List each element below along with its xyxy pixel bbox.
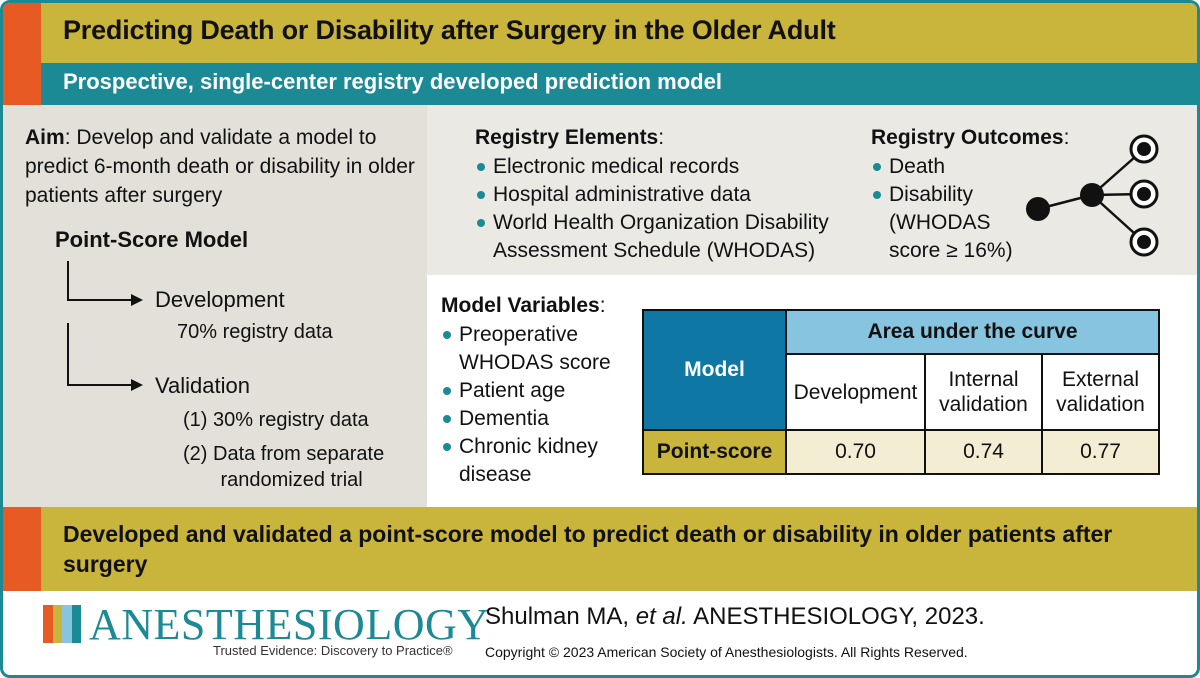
left-panel [3, 105, 427, 507]
arrow-right-icon [131, 294, 143, 306]
conclusion-text: Developed and validated a point-score mo… [63, 521, 1113, 577]
flow-line-horizontal-2 [67, 384, 131, 386]
table-header-model: Model [642, 309, 787, 431]
list-item: Patient age [441, 377, 631, 405]
validation-note-2-line-1: (2) Data from separate [183, 443, 385, 465]
journal-logo-icon [43, 605, 81, 643]
aim-label: Aim [25, 126, 65, 149]
title-band [3, 3, 1197, 63]
registry-panel [427, 105, 1197, 275]
model-variables-title: Model Variables [441, 294, 600, 317]
development-label: Development [155, 287, 285, 312]
page-title: Predicting Death or Disability after Sur… [63, 15, 836, 45]
list-item: Hospital administrative data [475, 181, 855, 209]
table-header-development: Development [785, 353, 926, 431]
flow-line-horizontal-1 [67, 299, 131, 301]
copyright: Copyright © 2023 American Society of Ane… [485, 644, 968, 660]
registry-elements-heading: Registry Elements: [475, 126, 665, 149]
table-cell: 0.70 [785, 429, 926, 475]
page-subtitle: Prospective, single-center registry deve… [63, 69, 722, 94]
citation: Shulman MA, et al. ANESTHESIOLOGY, 2023. [485, 603, 985, 631]
model-variables-list: Preoperative WHODAS score Patient age De… [441, 321, 631, 489]
registry-elements-title: Registry Elements [475, 126, 659, 149]
table-row-label: Point-score [642, 429, 787, 475]
journal-logo-text: ANESTHESIOLOGY [89, 600, 490, 649]
subtitle-band [3, 63, 1197, 105]
model-variables-heading: Model Variables: [441, 294, 606, 317]
flow-line-vertical-2 [67, 323, 69, 386]
validation-label: Validation [155, 373, 250, 398]
development-note: 70% registry data [177, 321, 333, 343]
outcome-network-icon [1026, 134, 1159, 257]
table-cell: 0.77 [1041, 429, 1160, 475]
list-item: World Health Organization Disability Ass… [475, 209, 855, 265]
table-header-external-validation: External validation [1041, 353, 1160, 431]
list-item: Electronic medical records [475, 153, 855, 181]
flow-line-vertical-1 [67, 261, 69, 301]
citation-journal: ANESTHESIOLOGY, 2023. [693, 603, 985, 630]
list-item: Preoperative WHODAS score [441, 321, 631, 377]
registry-elements-list: Electronic medical records Hospital admi… [475, 153, 855, 265]
registry-outcomes-heading: Registry Outcomes: [871, 126, 1070, 149]
point-score-model-title: Point-Score Model [55, 227, 249, 252]
citation-authors: Shulman MA, [485, 603, 630, 630]
registry-outcomes-title: Registry Outcomes [871, 126, 1064, 149]
aim-block: Aim: Develop and validate a model to pre… [25, 123, 420, 210]
table-cell: 0.74 [924, 429, 1043, 475]
list-item: Chronic kidney disease [441, 433, 631, 489]
list-item: Disability (WHODAS score ≥ 16%) [871, 181, 1021, 265]
aim-text: : Develop and validate a model to predic… [25, 126, 415, 207]
validation-note-2-line-2: randomized trial [220, 469, 363, 491]
validation-note-2: (2) Data from separate randomized trial [183, 441, 384, 493]
list-item: Dementia [441, 405, 631, 433]
arrow-right-icon [131, 379, 143, 391]
validation-note-1: (1) 30% registry data [183, 409, 369, 431]
list-item: Death [871, 153, 1041, 181]
accent-bar-bottom [3, 507, 41, 591]
table-header-auc: Area under the curve [785, 309, 1160, 355]
table-header-internal-validation: Internal validation [924, 353, 1043, 431]
journal-tagline: Trusted Evidence: Discovery to Practice® [213, 643, 453, 658]
auc-table: Model Area under the curve Development I… [642, 309, 1160, 475]
citation-etal: et al. [635, 603, 688, 630]
registry-outcomes-list: Death Disability (WHODAS score ≥ 16%) [871, 153, 1041, 265]
accent-bar-top [3, 3, 41, 105]
conclusion-band [3, 507, 1197, 591]
